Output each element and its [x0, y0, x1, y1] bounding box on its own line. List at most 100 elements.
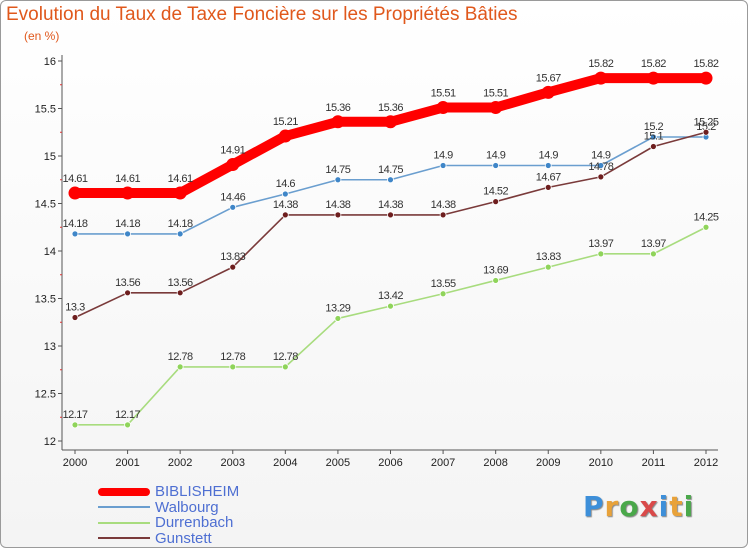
data-label: 15.25: [693, 116, 718, 128]
data-point: [544, 263, 552, 271]
data-point: [384, 115, 397, 129]
y-tick-label: 15: [44, 151, 56, 163]
data-label: 14.25: [693, 211, 718, 223]
data-label: 14.18: [168, 218, 193, 230]
x-tick-label: 2011: [642, 457, 666, 469]
data-label: 15.36: [325, 102, 350, 114]
data-point: [281, 211, 289, 219]
data-label: 12.17: [62, 409, 87, 421]
data-point: [229, 363, 237, 371]
legend-label: BIBLISHEIM: [155, 483, 240, 501]
data-label: 15.82: [588, 58, 613, 70]
logo-letter: o: [619, 490, 640, 523]
data-label: 14.38: [378, 199, 403, 211]
data-label: 12.17: [115, 409, 140, 421]
data-label: 14.9: [433, 150, 453, 162]
data-label: 13.56: [115, 277, 140, 289]
data-label: 15.2: [644, 121, 664, 133]
legend-swatch: [98, 537, 150, 540]
chart-subtitle: (en %): [24, 29, 60, 43]
data-point: [334, 176, 342, 184]
data-point: [71, 421, 79, 429]
data-label: 15.82: [693, 58, 718, 70]
logo-letter: x: [639, 490, 659, 523]
data-label: 13.42: [378, 290, 403, 302]
series-durrenbach: 12.17 12.17 12.78 12.78 12.78 13.29 13.42 13.55…: [62, 211, 719, 429]
data-point: [281, 190, 289, 198]
data-point: [597, 173, 605, 181]
data-point: [492, 198, 500, 206]
data-label: 14.67: [536, 171, 561, 183]
data-point: [226, 158, 240, 172]
data-point: [650, 133, 657, 141]
data-label: 13.97: [641, 238, 666, 250]
legend-item-gunstett: Gunstett: [98, 531, 239, 547]
data-point: [278, 129, 292, 143]
legend-item-biblisheim: BIBLISHEIM: [98, 484, 239, 500]
data-point: [439, 162, 447, 169]
data-label: 14.61: [62, 173, 87, 185]
data-label: 15.1: [644, 131, 664, 143]
series-line: [74, 226, 707, 426]
x-tick-label: 2006: [378, 457, 402, 469]
data-point: [176, 230, 184, 238]
chart-title: Evolution du Taux de Taxe Foncière sur l…: [6, 4, 518, 25]
data-point: [229, 203, 237, 211]
data-point: [597, 162, 605, 169]
data-label: 14.75: [378, 164, 403, 176]
data-label: 13.29: [325, 302, 350, 314]
logo-letter: r: [604, 490, 620, 523]
data-label: 14.18: [62, 218, 87, 230]
data-label: 12.78: [168, 351, 193, 363]
data-point: [334, 211, 342, 219]
data-label: 14.91: [220, 145, 245, 157]
x-tick-label: 2001: [115, 457, 139, 469]
data-point: [439, 290, 447, 298]
series-gunstett: 13.3 13.56 13.56 13.83 14.38 14.38 14.38 14.38 1…: [65, 116, 719, 321]
x-tick-label: 2005: [326, 457, 350, 469]
data-point: [544, 183, 552, 191]
data-label: 14.75: [325, 164, 350, 176]
data-point: [646, 71, 660, 85]
data-label: 12.78: [220, 351, 245, 363]
data-label: 14.6: [276, 178, 296, 190]
data-label: 15.2: [696, 121, 716, 133]
y-tick-label: 13.5: [35, 294, 56, 306]
data-point: [594, 71, 608, 85]
data-point: [699, 71, 713, 85]
data-label: 14.61: [168, 173, 193, 185]
data-label: 12.78: [273, 351, 298, 363]
legend-swatch: [98, 521, 150, 524]
x-tick-label: 2004: [273, 457, 297, 469]
data-point: [492, 162, 500, 169]
data-label: 15.82: [641, 58, 666, 70]
data-label: 14.52: [483, 186, 508, 198]
data-point: [173, 186, 187, 200]
data-point: [68, 186, 82, 200]
data-label: 13.55: [431, 278, 456, 290]
data-point: [436, 101, 450, 115]
data-label: 14.38: [273, 199, 298, 211]
legend-swatch: [98, 506, 150, 509]
data-label: 15.51: [431, 88, 456, 100]
legend-item-walbourg: Walbourg: [98, 500, 239, 516]
x-tick-label: 2002: [168, 457, 192, 469]
data-point: [489, 101, 503, 115]
data-label: 14.38: [325, 199, 350, 211]
logo-letter: i: [658, 490, 670, 523]
data-point: [281, 363, 289, 371]
data-label: 14.78: [588, 161, 613, 173]
data-label: 15.36: [378, 102, 403, 114]
data-point: [124, 230, 131, 238]
legend-swatch: [98, 487, 150, 496]
data-label: 14.38: [431, 199, 456, 211]
data-point: [597, 250, 605, 258]
data-label: 14.46: [220, 191, 245, 203]
data-label: 13.3: [65, 302, 85, 314]
y-tick-label: 16: [44, 56, 56, 68]
logo-letter: t: [669, 490, 684, 523]
data-label: 13.83: [220, 251, 245, 263]
y-tick-label: 12.5: [35, 389, 56, 401]
